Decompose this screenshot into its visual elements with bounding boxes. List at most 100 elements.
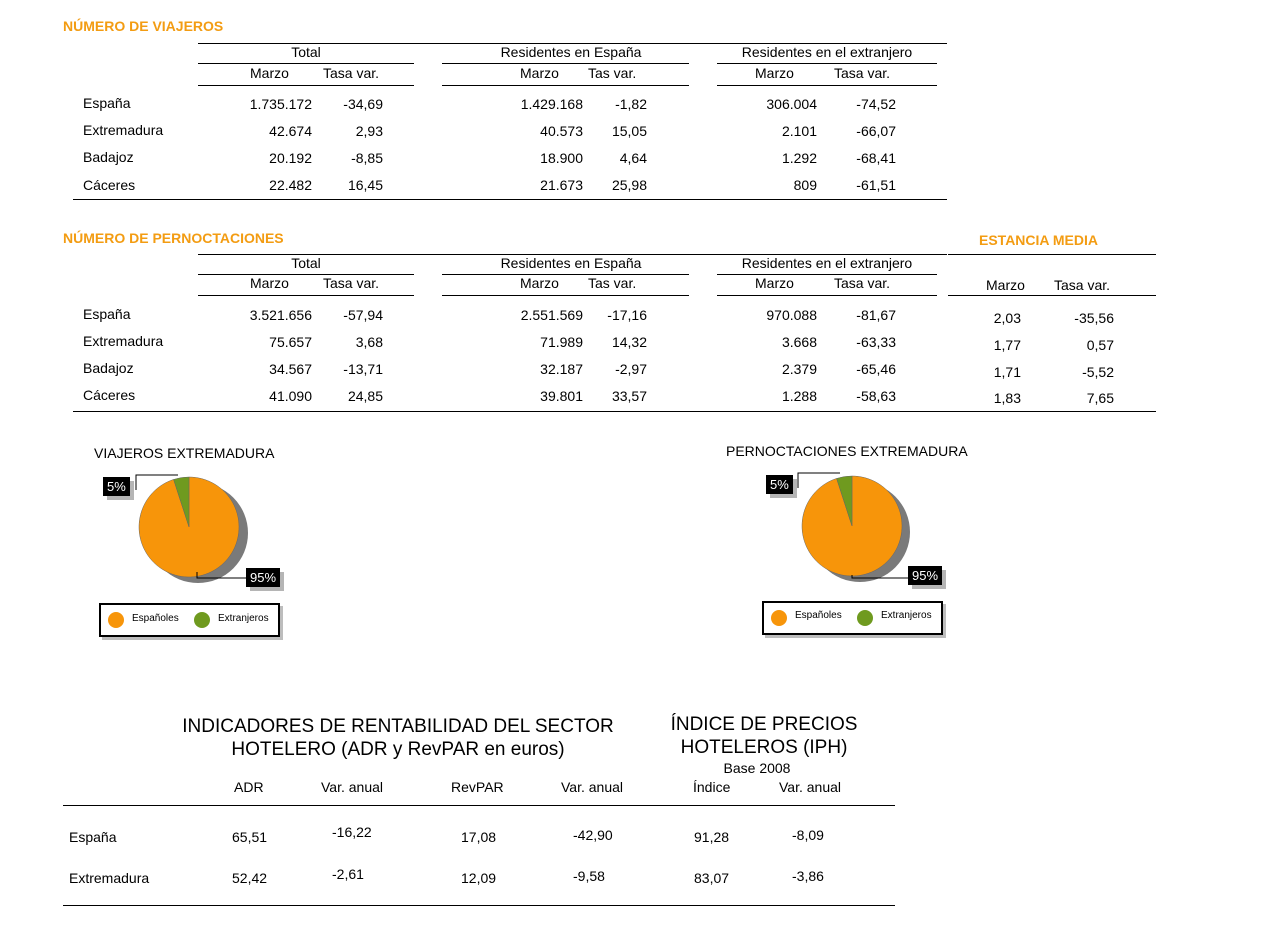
row-label: Extremadura — [69, 870, 150, 886]
cell: 22.482 — [269, 177, 312, 193]
cell: 52,42 — [232, 870, 268, 886]
cell: 1,71 — [993, 364, 1021, 380]
pernoctaciones-header: Marzo — [520, 275, 559, 291]
legend-label: Españoles — [132, 613, 179, 624]
cell: -66,07 — [856, 123, 896, 139]
row-label: España — [69, 829, 117, 845]
pernoctaciones-header: Tas var. — [588, 275, 637, 291]
chart-legend-pernoctaciones: Españoles Extranjeros — [762, 601, 943, 635]
legend-label: Extranjeros — [218, 613, 269, 624]
bottom-header-var-adr: Var. anual — [321, 779, 384, 795]
cell: 1,83 — [993, 390, 1021, 406]
cell: 17,08 — [461, 829, 497, 845]
viajeros-header: Marzo — [250, 65, 289, 81]
pernoctaciones-header: Marzo — [755, 275, 794, 291]
legend-swatch-extranjeros — [857, 610, 873, 626]
cell: 4,64 — [619, 150, 647, 166]
rentabilidad-title-line1: INDICADORES DE RENTABILIDAD DEL SECTOR — [182, 716, 614, 737]
viajeros-header: Tasa var. — [834, 65, 891, 81]
slice-label-espanoles: 95% — [908, 566, 943, 585]
cell: -16,22 — [332, 824, 372, 840]
iph-title: ÍNDICE DE PRECIOS HOTELEROS (IPH) — [654, 713, 874, 759]
cell: 7,65 — [1086, 390, 1114, 406]
cell: 15,05 — [611, 123, 647, 139]
cell: -2,61 — [332, 866, 364, 882]
viajeros-section-title: NÚMERO DE VIAJEROS — [63, 18, 224, 34]
rentabilidad-title-line2: HOTELERO (ADR y RevPAR en euros) — [231, 739, 565, 760]
cell: 2.101 — [781, 123, 817, 139]
pie-slice-extranjeros — [836, 475, 853, 527]
cell: 1,77 — [993, 337, 1021, 353]
bottom-header-var-revpar: Var. anual — [561, 779, 624, 795]
cell: -58,63 — [856, 388, 896, 404]
pernoctaciones-group-rule — [717, 274, 937, 275]
viajeros-header: Marzo — [755, 65, 794, 81]
pernoctaciones-header-rule — [442, 295, 689, 296]
viajeros-header-rule — [442, 85, 689, 86]
cell: -68,41 — [856, 150, 896, 166]
viajeros-group-total: Total — [291, 44, 321, 60]
bottom-header-adr: ADR — [234, 779, 264, 795]
cell: 91,28 — [694, 829, 730, 845]
pie-chart-viajeros — [135, 474, 248, 583]
estancia-section-title: ESTANCIA MEDIA — [979, 232, 1098, 248]
legend-label: Españoles — [795, 610, 842, 621]
row-label: España — [83, 95, 131, 111]
bottom-table-rule — [63, 905, 895, 906]
cell: -34,69 — [343, 96, 383, 112]
viajeros-group-residentes-espana: Residentes en España — [500, 44, 642, 60]
estancia-header-rule — [948, 295, 1156, 296]
cell: 1.292 — [781, 150, 817, 166]
cell: 34.567 — [269, 361, 312, 377]
pernoctaciones-group-residentes-espana: Residentes en España — [500, 255, 642, 271]
leader-line — [851, 575, 908, 579]
cell: -3,86 — [792, 868, 824, 884]
cell: 809 — [793, 177, 817, 193]
cell: 42.674 — [269, 123, 312, 139]
estancia-top-rule — [948, 254, 1156, 255]
cell: 20.192 — [269, 150, 312, 166]
rentabilidad-title: INDICADORES DE RENTABILIDAD DEL SECTOR H… — [170, 715, 626, 761]
pernoctaciones-group-residentes-extranjero: Residentes en el extranjero — [741, 255, 913, 271]
viajeros-header-rule — [717, 85, 937, 86]
pernoctaciones-header: Marzo — [250, 275, 289, 291]
slice-label-extranjeros: 5% — [766, 475, 793, 494]
pernoctaciones-group-rule — [198, 274, 414, 275]
cell: 14,32 — [611, 334, 647, 350]
cell: 33,57 — [611, 388, 647, 404]
cell: 0,57 — [1086, 337, 1114, 353]
row-label: España — [83, 306, 131, 322]
pernoctaciones-bottom-rule — [73, 411, 1156, 412]
cell: 3,68 — [355, 334, 383, 350]
slice-label-espanoles: 95% — [246, 568, 281, 587]
row-label: Cáceres — [83, 387, 136, 403]
leader-line — [797, 472, 840, 488]
cell: -74,52 — [856, 96, 896, 112]
viajeros-header: Tasa var. — [323, 65, 380, 81]
cell: 65,51 — [232, 829, 268, 845]
cell: -81,67 — [856, 307, 896, 323]
cell: 12,09 — [461, 870, 497, 886]
pernoctaciones-top-rule — [198, 254, 947, 255]
iph-title-line2: HOTELEROS (IPH) — [680, 737, 848, 758]
viajeros-group-residentes-extranjero: Residentes en el extranjero — [741, 44, 913, 60]
viajeros-top-rule — [198, 43, 947, 44]
cell: 306.004 — [766, 96, 817, 112]
cell: 75.657 — [269, 334, 312, 350]
viajeros-header-rule — [198, 85, 414, 86]
cell: 32.187 — [540, 361, 583, 377]
cell: -42,90 — [573, 827, 613, 843]
cell: 71.989 — [540, 334, 583, 350]
cell: -61,51 — [856, 177, 896, 193]
cell: -8,85 — [351, 150, 383, 166]
cell: -65,46 — [856, 361, 896, 377]
estancia-header: Tasa var. — [1054, 277, 1111, 293]
cell: 2,03 — [993, 310, 1021, 326]
cell: 18.900 — [540, 150, 583, 166]
cell: 2.379 — [781, 361, 817, 377]
cell: -35,56 — [1074, 310, 1114, 326]
cell: 83,07 — [694, 870, 730, 886]
iph-base: Base 2008 — [723, 760, 791, 776]
bottom-header-indice: Índice — [693, 779, 731, 795]
leader-line — [135, 474, 178, 490]
